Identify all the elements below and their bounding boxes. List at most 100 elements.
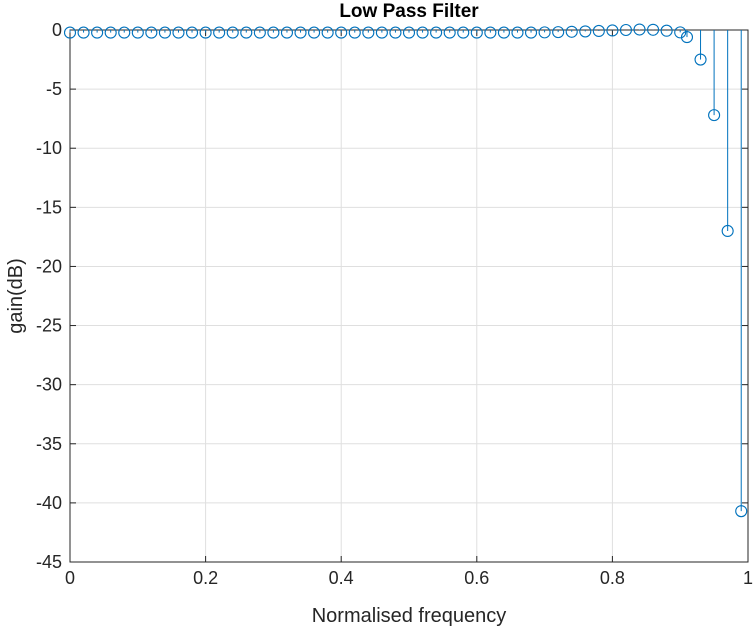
stem-marker: [680, 31, 694, 44]
stem-point: [118, 26, 131, 39]
plot-area: [69, 29, 749, 563]
stem-marker: [484, 26, 497, 39]
x-tick-label: 0.6: [464, 568, 489, 588]
stem-marker: [674, 26, 687, 39]
y-tick-label: -40: [36, 493, 62, 513]
stem-marker: [735, 505, 748, 518]
stem-marker: [280, 26, 294, 39]
stem-point: [497, 26, 510, 39]
stem-point: [389, 26, 402, 39]
x-tick-label: 0.8: [600, 568, 625, 588]
stem-marker: [633, 23, 646, 36]
stem-point: [253, 26, 266, 39]
stem-marker: [416, 26, 429, 39]
stem-point: [402, 26, 416, 39]
stem-point: [430, 26, 443, 39]
y-tick-label: -35: [36, 434, 62, 454]
stem-marker: [308, 26, 321, 39]
stem-point: [77, 26, 90, 39]
stem-marker: [511, 26, 524, 39]
stem-marker: [375, 26, 388, 39]
stem-point: [375, 26, 388, 39]
stem-point: [348, 26, 361, 39]
stem-point: [735, 30, 748, 518]
stem-marker: [321, 26, 334, 39]
stem-marker: [457, 26, 470, 39]
stem-marker: [104, 26, 117, 39]
x-axis: 0 0.2 0.4 0.6 0.8 1: [65, 30, 753, 588]
stem-marker: [565, 25, 578, 38]
stem-marker: [226, 26, 239, 39]
stem-point: [721, 30, 734, 238]
y-tick-label: -20: [36, 256, 62, 276]
stem-point: [416, 26, 429, 39]
stem-marker: [443, 26, 456, 39]
stem-point: [104, 26, 117, 39]
stem-marker: [199, 26, 212, 39]
stem-marker: [77, 26, 90, 39]
y-tick-label: -10: [36, 138, 62, 158]
stem-point: [172, 26, 185, 39]
stem-point: [199, 26, 212, 39]
x-tick-label: 0: [65, 568, 75, 588]
stem-point: [694, 30, 707, 66]
stem-point: [484, 26, 497, 39]
stem-marker: [497, 26, 510, 39]
y-axis-label: gain(dB): [5, 258, 27, 334]
stem-point: [63, 26, 77, 39]
stem-marker: [592, 24, 605, 37]
stem-marker: [660, 24, 673, 37]
stem-marker: [538, 26, 551, 39]
stem-point: [145, 26, 158, 39]
stem-point: [226, 26, 239, 39]
stem-point: [240, 26, 253, 39]
stem-marker: [694, 53, 707, 66]
y-tick-label: -25: [36, 316, 62, 336]
stem-marker: [362, 26, 375, 39]
stem-point: [280, 26, 294, 39]
stem-marker: [524, 26, 538, 39]
stem-marker: [213, 26, 226, 39]
stem-marker: [118, 26, 131, 39]
stem-point: [538, 26, 551, 39]
stem-marker: [708, 109, 721, 122]
y-tick-label: -45: [36, 552, 62, 572]
stem-point: [294, 26, 307, 39]
stem-point: [592, 24, 605, 37]
stem-marker: [131, 26, 144, 39]
y-tick-label: -30: [36, 375, 62, 395]
stem-point: [213, 26, 226, 39]
stem-series: [63, 23, 748, 518]
stem-point: [674, 26, 687, 39]
stem-point: [91, 26, 104, 39]
stem-point: [158, 26, 171, 39]
x-axis-label: Normalised frequency: [312, 605, 507, 627]
stem-marker: [430, 26, 443, 39]
stem-marker: [158, 26, 171, 39]
stem-marker: [253, 26, 266, 39]
stem-point: [606, 24, 619, 37]
stem-point: [552, 26, 565, 39]
stem-point: [185, 26, 199, 39]
stem-marker: [402, 26, 416, 39]
stem-marker: [63, 26, 77, 39]
stem-point: [308, 26, 321, 39]
stem-point: [619, 23, 633, 37]
stem-marker: [294, 26, 307, 39]
stem-marker: [91, 26, 104, 39]
grid-lines: [70, 30, 748, 562]
stem-marker: [470, 26, 483, 39]
stem-point: [708, 30, 721, 122]
stem-marker: [267, 26, 280, 39]
stem-point: [524, 26, 538, 39]
stem-point: [267, 26, 280, 39]
stem-marker: [240, 26, 253, 39]
x-tick-label: 0.2: [193, 568, 218, 588]
stem-marker: [606, 24, 619, 37]
stem-marker: [579, 25, 592, 38]
stem-point: [131, 26, 144, 39]
y-tick-label: -5: [46, 79, 62, 99]
stem-point: [443, 26, 456, 39]
stem-marker: [145, 26, 158, 39]
